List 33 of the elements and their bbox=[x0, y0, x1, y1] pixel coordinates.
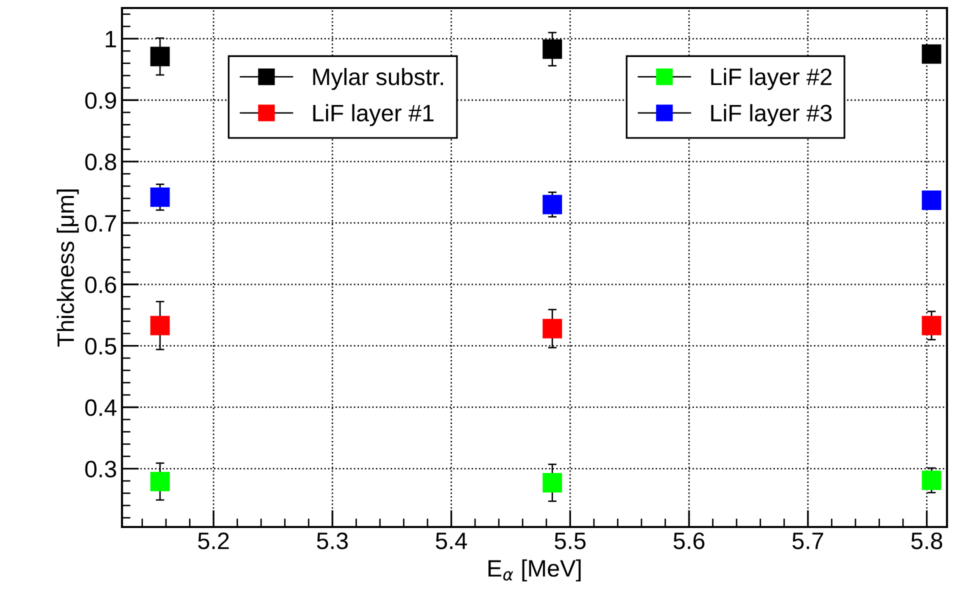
y-tick-label: 0.5 bbox=[85, 338, 116, 355]
y-axis-title: Thickness [μm] bbox=[56, 190, 79, 347]
x-tick-label: 5.5 bbox=[554, 532, 586, 550]
y-tick-label: 1 bbox=[106, 31, 116, 48]
y-tick-label: 0.9 bbox=[85, 92, 116, 109]
y-tick-label: 0.3 bbox=[85, 460, 116, 478]
point bbox=[150, 472, 170, 492]
point bbox=[922, 470, 942, 490]
point bbox=[542, 194, 562, 214]
point bbox=[922, 190, 942, 210]
y-tick-label: 0.6 bbox=[85, 276, 116, 294]
point bbox=[150, 187, 170, 207]
x-tick-label: 5.2 bbox=[198, 532, 229, 550]
point bbox=[542, 473, 562, 492]
point bbox=[150, 46, 170, 66]
legend-label: LiF layer #2 bbox=[711, 68, 832, 90]
x-tick-label: 5.7 bbox=[792, 532, 824, 550]
x-tick-label: 5.6 bbox=[674, 532, 704, 550]
y-tick-label: 0.4 bbox=[85, 399, 116, 416]
x-tick-label: 5.3 bbox=[316, 532, 348, 550]
legend-label: LiF layer #1 bbox=[313, 104, 434, 126]
point bbox=[922, 316, 942, 336]
x-tick-label: 5.4 bbox=[436, 532, 468, 550]
y-tick-label: 0.7 bbox=[85, 215, 116, 232]
legend-label: Mylar substr. bbox=[313, 68, 443, 90]
y-tick-label: 0.8 bbox=[85, 154, 116, 170]
point bbox=[922, 44, 942, 64]
point bbox=[150, 316, 170, 336]
x-axis-title: E$_{α}$ [MeV] bbox=[488, 559, 581, 582]
x-tick-label: 5.8 bbox=[911, 532, 942, 550]
point bbox=[542, 39, 562, 59]
point bbox=[542, 318, 562, 338]
legend-label: LiF layer #3 bbox=[711, 104, 832, 126]
